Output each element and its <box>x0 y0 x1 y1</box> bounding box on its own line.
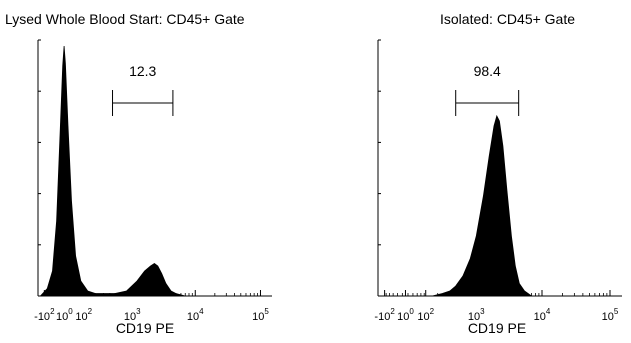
x-tick-label: 102 <box>75 307 92 323</box>
gate-percentage-label: 12.3 <box>129 63 156 79</box>
x-tick-label: -102 <box>374 307 395 323</box>
histogram-area <box>39 45 186 297</box>
x-tick-label: 102 <box>417 307 434 323</box>
x-axis-label: CD19 PE <box>468 320 526 336</box>
x-tick-label: 103 <box>468 307 485 323</box>
x-tick-label: 100 <box>397 307 414 323</box>
gate-percentage-label: 98.4 <box>474 63 501 79</box>
histogram-panel-isolated: Isolated: CD45+ Gate -102 100 102 103 104 105… <box>374 11 622 336</box>
chart-title: Isolated: CD45+ Gate <box>440 11 575 27</box>
plot-area: -102 100 102 103 104 105 12.3 <box>34 39 272 323</box>
x-axis-label: CD19 PE <box>116 320 174 336</box>
x-tick-label: 100 <box>56 307 73 323</box>
x-tick-label: -102 <box>34 307 55 323</box>
plot-area: -102 100 102 103 104 105 98.4 <box>374 39 622 323</box>
x-tick-label: 105 <box>602 307 619 323</box>
x-tick-label: 104 <box>534 307 551 323</box>
chart-title: Lysed Whole Blood Start: CD45+ Gate <box>5 11 245 27</box>
x-tick-label: 105 <box>252 307 269 323</box>
x-tick-label: 103 <box>124 307 141 323</box>
x-tick-label: 104 <box>187 307 204 323</box>
histogram-area <box>432 114 533 297</box>
histogram-panel-lysed: Lysed Whole Blood Start: CD45+ Gate -102… <box>5 11 272 336</box>
